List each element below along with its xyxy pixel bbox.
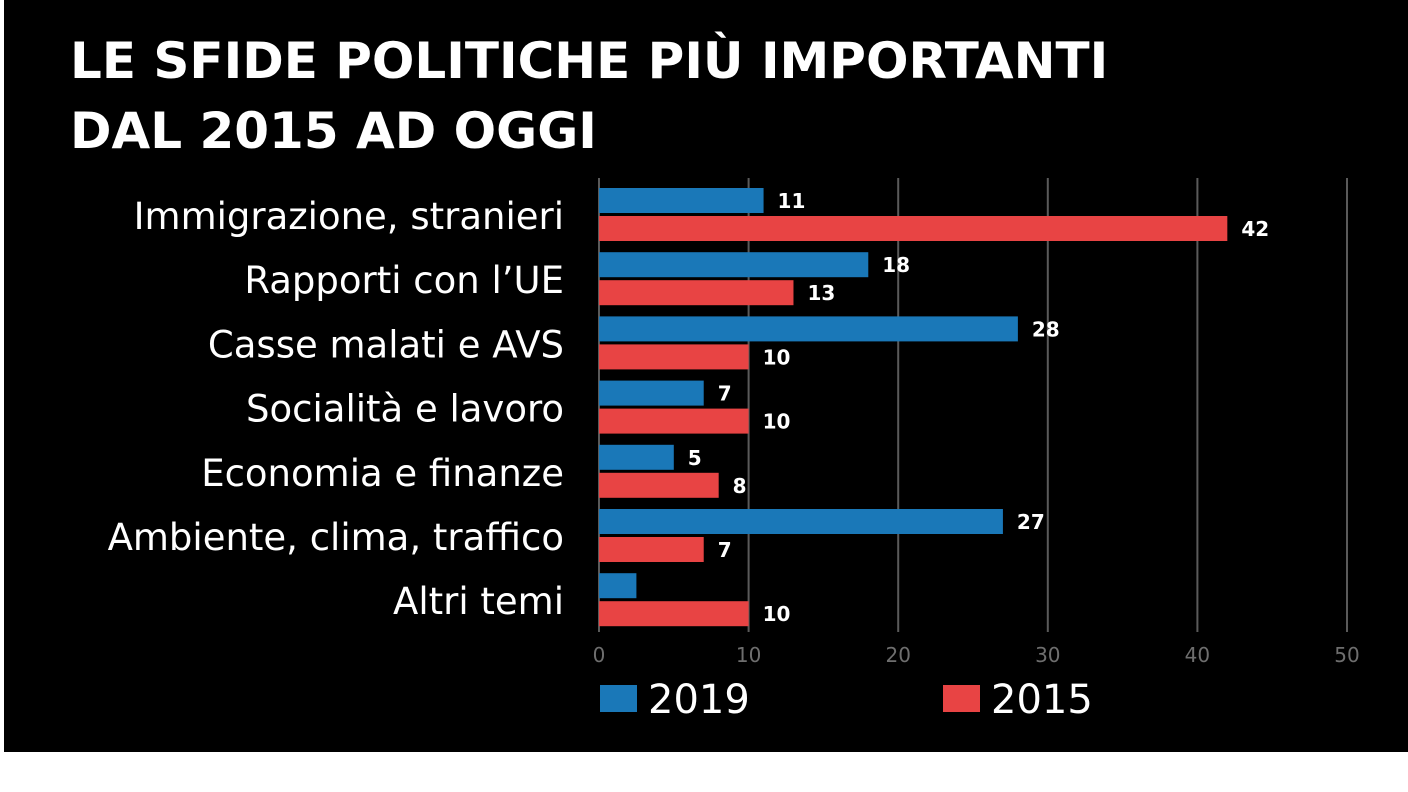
x-tick-label: 10: [736, 643, 761, 667]
category-label: Casse malati e AVS: [208, 323, 564, 366]
legend-swatch-2015: [943, 685, 980, 712]
bar-2015-5: [599, 537, 704, 562]
category-label: Economia e finanze: [201, 452, 564, 495]
chart-title-line-2: DAL 2015 AD OGGI: [70, 102, 597, 160]
data-label: 13: [807, 281, 835, 305]
data-label: 7: [718, 538, 732, 562]
bar-2019-4: [599, 444, 674, 470]
data-label: 42: [1241, 217, 1269, 241]
x-tick-label: 0: [593, 643, 606, 667]
data-label: 18: [882, 253, 910, 277]
bar-2019-0: [599, 188, 764, 213]
legend: 2019 2015: [600, 677, 1093, 723]
bar-2015-2: [599, 344, 749, 370]
labels: 0 10 20 30 40 50 Immigrazione, stranieri 11 42 Ra…: [108, 189, 1360, 667]
category-label: Altri temi: [393, 580, 564, 623]
data-label: 10: [763, 410, 791, 434]
x-tick-label: 40: [1185, 643, 1210, 667]
data-label: 7: [718, 382, 732, 406]
data-label: 11: [778, 189, 806, 213]
bar-2019-1: [599, 252, 869, 278]
x-tick-label: 50: [1334, 643, 1359, 667]
legend-swatch-2019: [600, 685, 637, 712]
category-label: Rapporti con l’UE: [244, 259, 564, 302]
data-label: 28: [1032, 317, 1060, 341]
data-label: 10: [763, 602, 791, 626]
category-label: Ambiente, clima, traffico: [108, 516, 564, 559]
x-tick-label: 20: [885, 643, 910, 667]
category-label: Socialità e lavoro: [246, 388, 564, 431]
bar-2015-1: [599, 280, 794, 306]
data-label: 5: [688, 446, 702, 470]
bar-2019-5: [599, 509, 1003, 534]
bar-2019-6: [599, 573, 637, 599]
data-label: 8: [733, 474, 747, 498]
legend-label: 2019: [648, 677, 750, 723]
chart-title-line-1: LE SFIDE POLITICHE PIÙ IMPORTANTI: [70, 32, 1109, 90]
category-label: Immigrazione, stranieri: [134, 195, 564, 238]
data-label: 10: [763, 345, 791, 369]
legend-label: 2015: [991, 677, 1093, 723]
data-label: 27: [1017, 510, 1045, 534]
x-tick-label: 30: [1035, 643, 1060, 667]
bar-2019-2: [599, 316, 1018, 342]
bar-2015-6: [599, 601, 749, 627]
bar-2019-3: [599, 380, 704, 406]
chart-panel: [4, 0, 1408, 752]
bar-2015-3: [599, 408, 749, 434]
bar-2015-0: [599, 216, 1228, 241]
bars: [599, 188, 1228, 627]
grid-lines: [598, 178, 1348, 632]
bar-2015-4: [599, 472, 719, 498]
